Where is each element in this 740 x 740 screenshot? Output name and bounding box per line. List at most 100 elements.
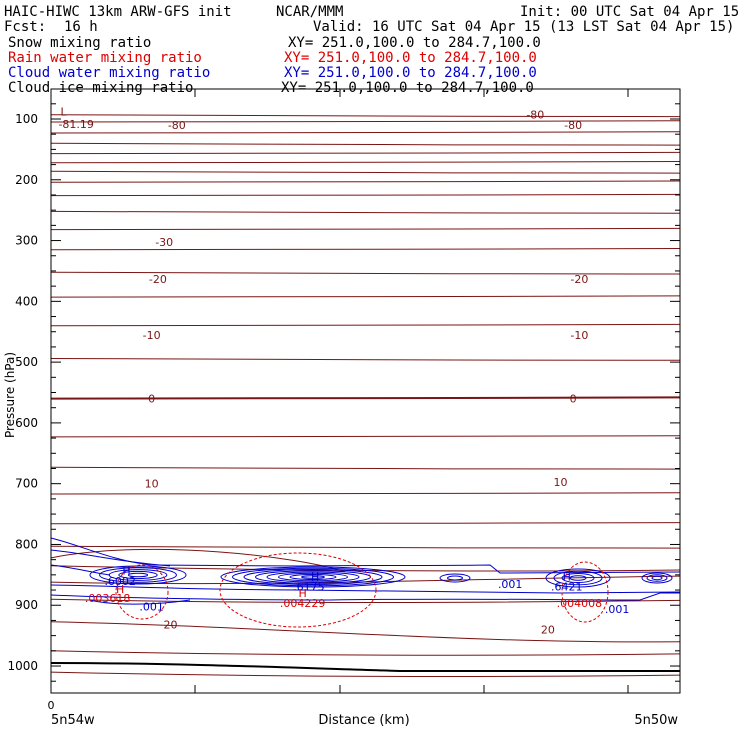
cloud-water-contour xyxy=(50,584,681,594)
cloud-water-contour xyxy=(641,572,673,584)
x-origin-tick-label: 0 xyxy=(48,699,55,712)
temperature-contour-line xyxy=(50,650,681,656)
cloud-water-label: .6421 xyxy=(551,580,583,593)
rain-water-label: H xyxy=(298,587,306,600)
temperature-contour-line xyxy=(50,671,681,678)
temperature-contour-line xyxy=(50,271,681,275)
cloud-water-contour xyxy=(89,565,187,585)
org-label: NCAR/MMM xyxy=(276,4,344,20)
cloud-water-contour xyxy=(220,566,406,588)
rain-water-contours xyxy=(115,552,609,628)
y-tick-label: 200 xyxy=(15,173,38,187)
cloud-water-label: .6002 xyxy=(104,575,136,588)
temperature-label: L xyxy=(61,106,68,119)
cloud-water-contour xyxy=(89,599,191,605)
rain-water-label: .004229 xyxy=(280,597,326,610)
temperature-contour-line xyxy=(50,295,681,298)
temperature-contour-line xyxy=(50,522,681,525)
x-axis-label: Distance (km) xyxy=(318,713,409,728)
temperature-contour-line xyxy=(50,120,681,123)
temperature-label: -81.19 xyxy=(58,118,93,131)
temperature-contour-line xyxy=(50,492,681,495)
valid-time: Valid: 16 UTC Sat 04 Apr 15 (13 LST Sat … xyxy=(313,19,735,35)
x-start-label: 5n54w xyxy=(51,713,95,728)
cloud-water-label: .6175 xyxy=(293,580,325,593)
temperature-label: 0 xyxy=(148,393,155,406)
temperature-label: 20 xyxy=(541,624,555,637)
cloud-water-label: H xyxy=(122,565,130,578)
temperature-contour-line xyxy=(50,621,681,643)
field-name-snow: Snow mixing ratio xyxy=(8,35,152,51)
temperature-contour-line xyxy=(50,396,681,400)
field-name-cloud-ice: Cloud ice mixing ratio xyxy=(8,80,194,96)
temperature-label: -20 xyxy=(149,273,167,286)
ground-surface xyxy=(50,662,680,672)
cloud-water-contour xyxy=(266,571,360,583)
temperature-label: -10 xyxy=(570,329,588,342)
cloud-water-contour xyxy=(278,572,348,582)
temperature-label: 10 xyxy=(145,478,159,491)
cloud-water-contour xyxy=(561,573,595,583)
temperature-contour-line xyxy=(50,323,681,327)
cloud-water-contour xyxy=(553,570,603,586)
rain-water-contour xyxy=(115,564,169,620)
x-axis xyxy=(50,89,629,693)
forecast-hour: 16 h xyxy=(64,19,98,35)
cloud-water-contour xyxy=(545,568,611,588)
cloud-water-contour xyxy=(50,592,680,601)
y-tick-label: 600 xyxy=(15,416,38,430)
temperature-contour-line xyxy=(50,142,681,146)
field-name-rain: Rain water mixing ratio xyxy=(8,50,202,66)
temperature-contour-line xyxy=(50,545,681,549)
y-tick-label: 300 xyxy=(15,234,38,248)
temperature-label: 0 xyxy=(570,393,577,406)
cloud-water-contour xyxy=(301,575,325,579)
cloud-water-contour xyxy=(289,574,337,580)
cloud-water-contour xyxy=(439,573,471,583)
temperature-contour-line xyxy=(50,193,681,197)
cloud-water-contour xyxy=(99,567,177,583)
temperature-label: 20 xyxy=(164,619,178,632)
temperature-contour-line xyxy=(50,358,681,361)
temperature-contour-line xyxy=(50,180,681,183)
rain-water-label: .003618 xyxy=(85,592,131,605)
cloud-water-contour xyxy=(50,564,111,576)
rain-water-label: H xyxy=(116,583,124,596)
temperature-label: 10 xyxy=(554,476,568,489)
cloud-water-contour xyxy=(50,549,171,567)
temperature-contour-line xyxy=(50,435,681,438)
temperature-contour-line xyxy=(50,114,681,118)
temperature-contour-line xyxy=(50,161,681,164)
temperature-contour-line xyxy=(50,151,681,155)
cloud-water-contour xyxy=(447,575,463,581)
cloud-water-contours xyxy=(50,537,681,605)
temperature-contours xyxy=(50,114,681,678)
cloud-water-contour xyxy=(127,572,149,578)
field-xy-rain: XY= 251.0,100.0 to 284.7,100.0 xyxy=(284,50,537,66)
plot-frame xyxy=(50,88,681,694)
contour-labels: -81.19L -80 -80 -80 -30 -20 -20 -10 -10 0 0 10 10 20 2… xyxy=(58,106,629,637)
cloud-water-contour xyxy=(118,570,158,580)
cloud-water-contour xyxy=(232,567,394,587)
y-tick-label: 1000 xyxy=(7,659,38,673)
y-tick-label: 100 xyxy=(15,112,38,126)
y-axis-label: Pressure (hPa) xyxy=(3,352,17,438)
y-tick-label: 500 xyxy=(15,355,38,369)
rain-water-contour xyxy=(561,561,609,623)
cloud-water-label: .001 xyxy=(498,578,523,591)
temperature-contour-line xyxy=(50,575,681,585)
temperature-label: -10 xyxy=(143,329,161,342)
cloud-water-contour xyxy=(243,569,383,585)
ground-line xyxy=(50,662,680,672)
temperature-label: -80 xyxy=(526,109,544,122)
cloud-water-label: .001 xyxy=(605,603,630,616)
cloud-water-label: .001 xyxy=(139,601,164,614)
field-xy-snow: XY= 251.0,100.0 to 284.7,100.0 xyxy=(288,35,541,51)
y-tick-label: 800 xyxy=(15,537,38,551)
temperature-label: -80 xyxy=(168,119,186,132)
x-end-label: 5n50w xyxy=(634,713,678,728)
y-tick-label: 700 xyxy=(15,477,38,491)
cloud-water-contour xyxy=(569,575,587,581)
model-title: HAIC-HIWC 13km ARW-GFS init xyxy=(4,4,232,20)
